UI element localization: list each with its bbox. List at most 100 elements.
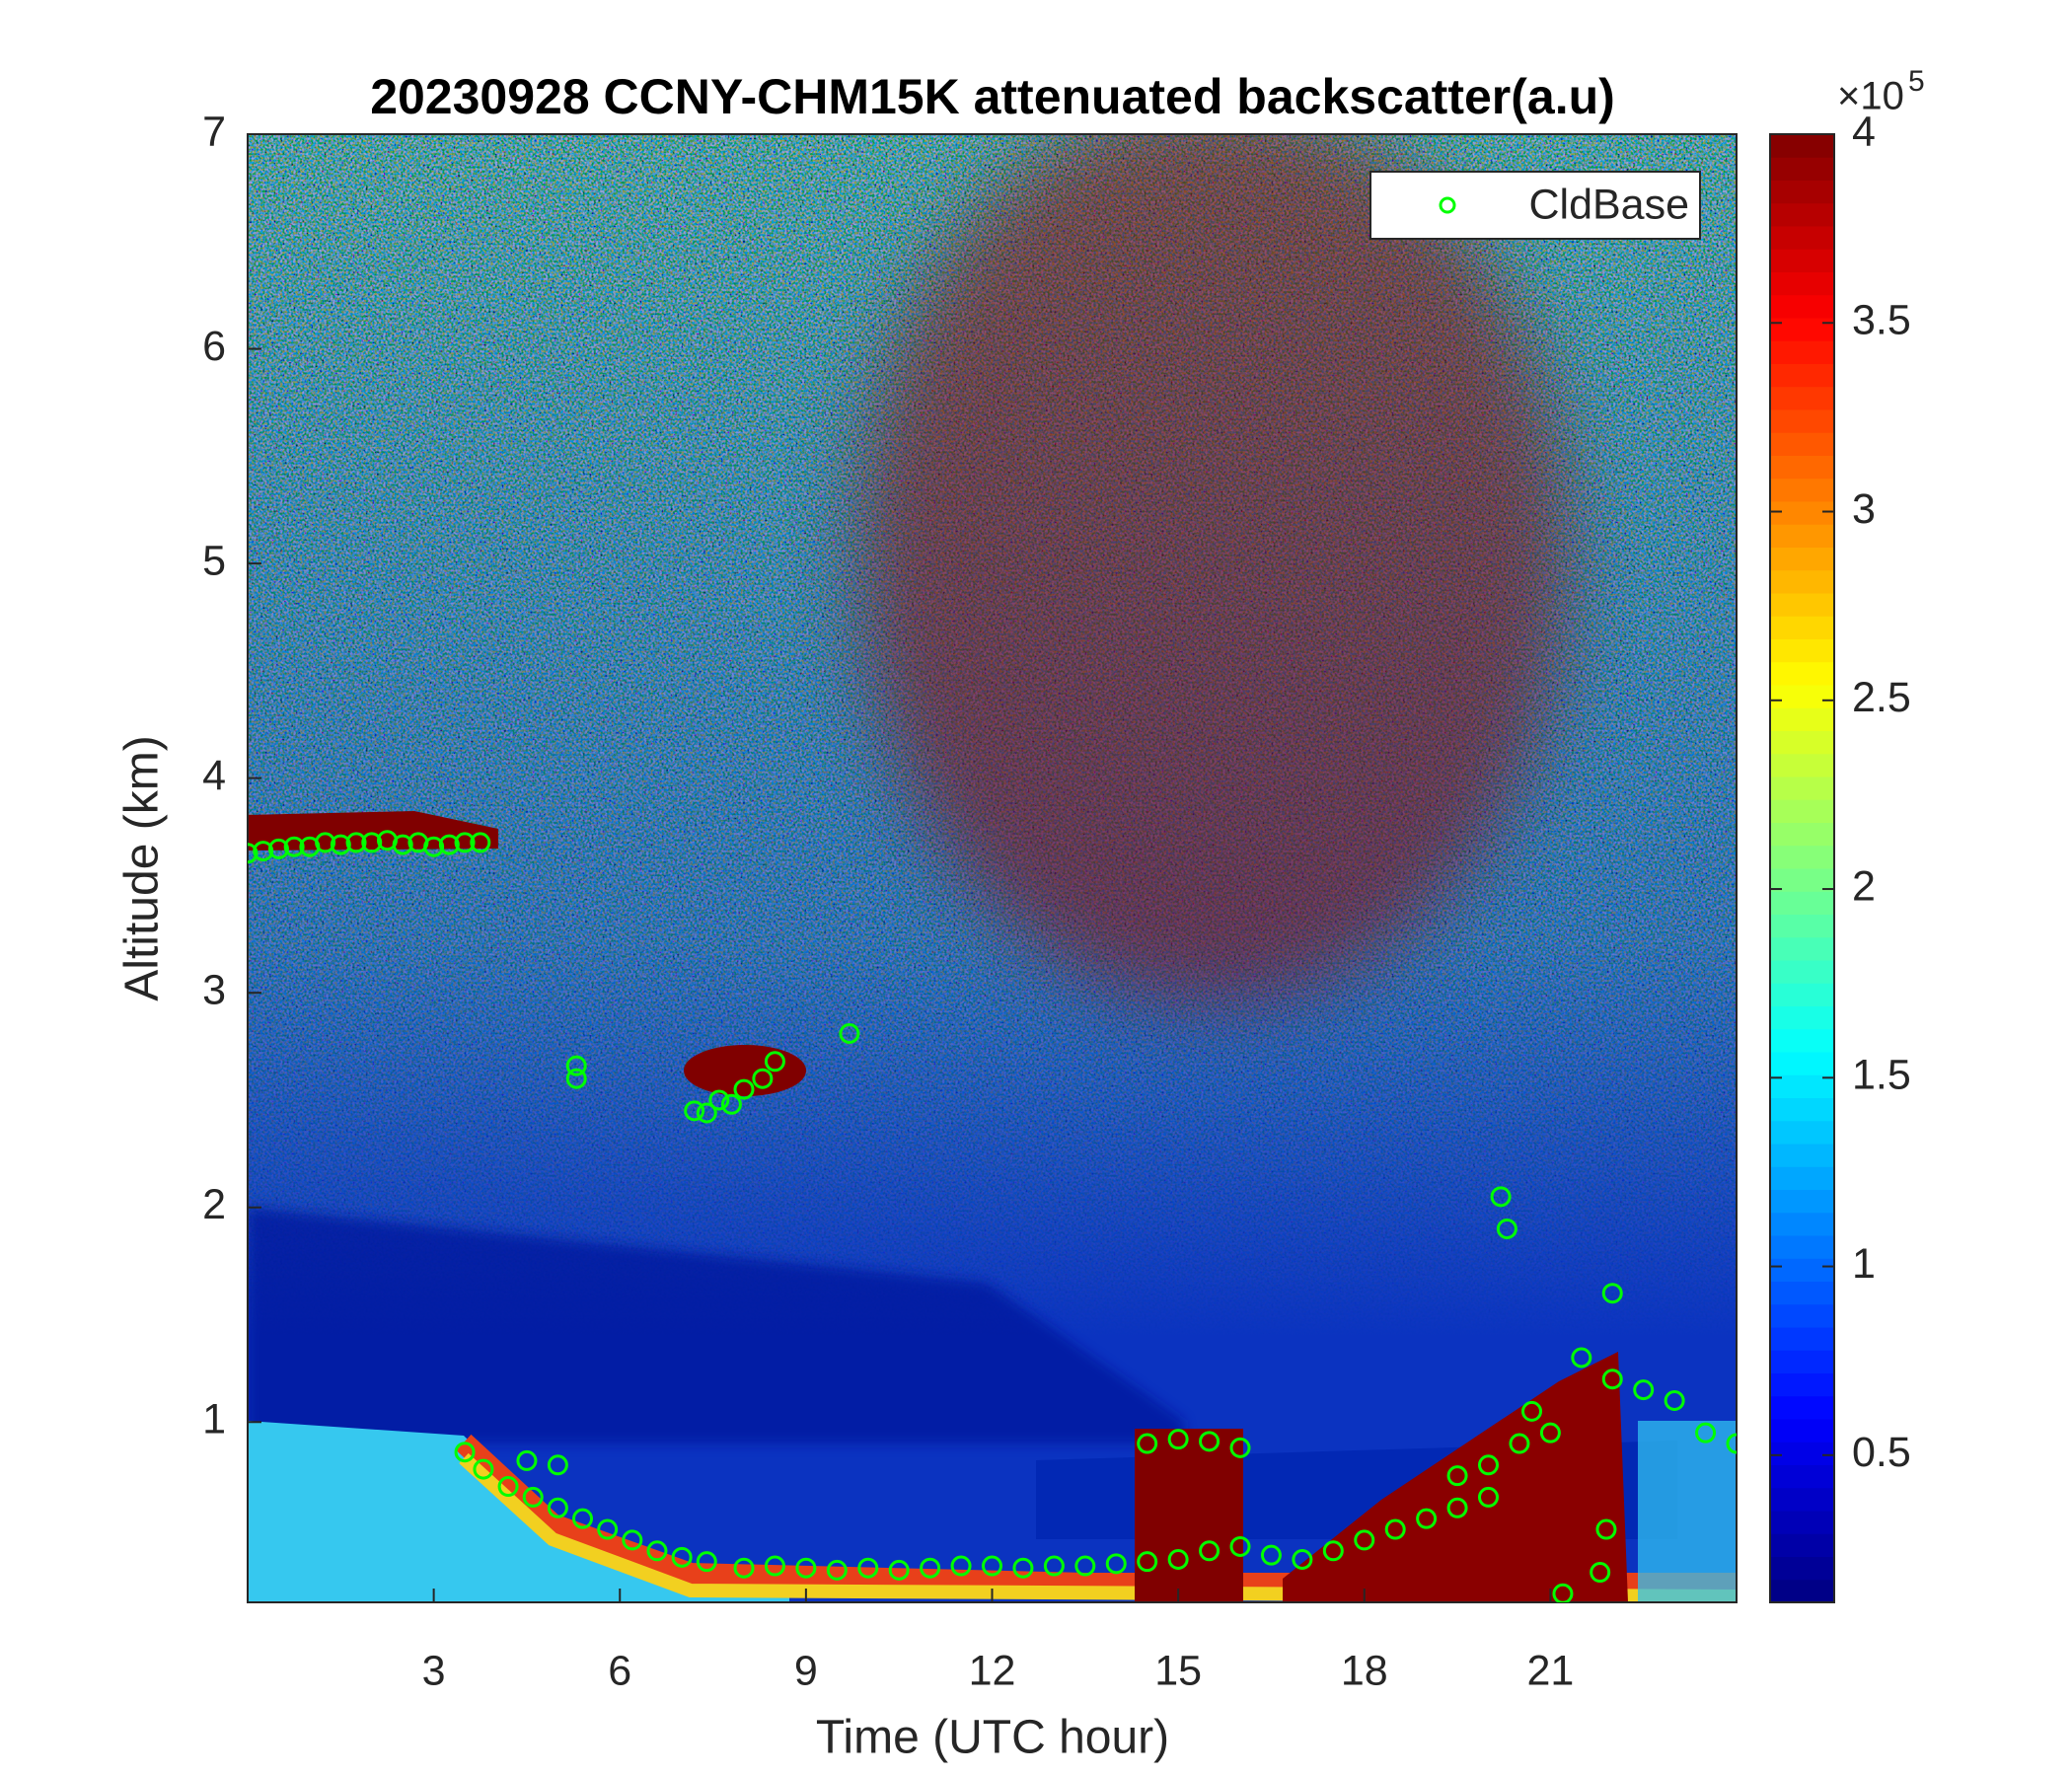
heatmap — [248, 134, 1737, 1602]
cloud-base-point — [565, 1068, 587, 1089]
colorbar-scale: ×10 — [1837, 75, 1904, 118]
colorbar-band — [1770, 180, 1834, 204]
cloud-base-point — [438, 834, 460, 855]
cloud-base-point — [1137, 1433, 1158, 1454]
colorbar-band — [1770, 753, 1834, 777]
colorbar-band — [1770, 661, 1834, 686]
y-tick-label: 7 — [202, 108, 226, 155]
colorbar-band — [1770, 822, 1834, 847]
cloud-base-point — [920, 1557, 941, 1579]
colorbar-band — [1770, 363, 1834, 388]
cloud-base-point — [470, 832, 491, 853]
cloud-base-point — [1292, 1548, 1313, 1570]
x-tick-label: 12 — [969, 1647, 1016, 1694]
cloud-base-point — [1074, 1555, 1096, 1577]
cloud-base-point — [1601, 1283, 1623, 1304]
cloud-base-point — [857, 1557, 879, 1579]
colorbar-band — [1770, 1005, 1834, 1030]
cloud-base-point — [671, 1546, 693, 1568]
colorbar-band — [1770, 249, 1834, 272]
cloud-base-point — [497, 1476, 519, 1498]
colorbar-band — [1770, 1028, 1834, 1053]
cloud-base-point — [1137, 1551, 1158, 1573]
colorbar-band — [1770, 1556, 1834, 1581]
cloud-base-point — [720, 1093, 742, 1115]
y-tick-label: 6 — [202, 323, 226, 370]
cloud-base-point — [1199, 1540, 1221, 1562]
colorbar-band — [1770, 1419, 1834, 1443]
cloud-base-point — [764, 1051, 785, 1073]
colorbar-band — [1770, 638, 1834, 663]
cloud-base-point — [1043, 1555, 1065, 1577]
x-tick-label: 21 — [1526, 1647, 1574, 1694]
cloud-base-point — [888, 1559, 910, 1581]
cloud-base-point — [696, 1551, 717, 1573]
cloud-base-point — [733, 1557, 755, 1579]
x-axis-label: Time (UTC hour) — [816, 1712, 1169, 1764]
cloud-base-point — [565, 1055, 587, 1076]
colorbar-band — [1770, 478, 1834, 502]
colorbar-band — [1770, 271, 1834, 296]
colorbar-band — [1770, 1258, 1834, 1282]
colorbar-band — [1770, 386, 1834, 410]
x-tick-label: 15 — [1154, 1647, 1202, 1694]
heatmap-cloud — [248, 811, 498, 851]
cloud-base-point — [1595, 1518, 1617, 1540]
colorbar-tick-label: 4 — [1852, 108, 1876, 155]
colorbar-band — [1770, 777, 1834, 800]
cloud-base-point — [267, 838, 289, 859]
cloud-base-point — [454, 832, 476, 853]
cloud-base-point — [1490, 1186, 1512, 1208]
y-tick-label: 5 — [202, 537, 226, 584]
colorbar-band — [1770, 960, 1834, 984]
colorbar-band — [1770, 134, 1834, 158]
cloud-base-point — [423, 836, 445, 857]
cloud-base-point — [345, 832, 367, 853]
heatmap-cloud — [684, 1045, 806, 1096]
cloud-base-point — [516, 1449, 538, 1471]
cloud-base-point — [392, 834, 413, 855]
heatmap-layer — [248, 1208, 1184, 1443]
y-tick-label: 4 — [202, 752, 226, 799]
cloud-base-point — [646, 1540, 668, 1562]
cloud-base-point — [733, 1078, 755, 1100]
cloud-base-point — [315, 832, 336, 853]
colorbar-band — [1770, 455, 1834, 480]
cloud-base-point — [248, 843, 259, 864]
colorbar-band — [1770, 1303, 1834, 1328]
cloud-base-point — [1695, 1422, 1717, 1443]
heatmap-haze — [858, 134, 1569, 1006]
colorbar-band — [1770, 685, 1834, 708]
colorbar-band — [1770, 1464, 1834, 1489]
colorbar-band — [1770, 868, 1834, 892]
cloud-base-point — [795, 1557, 817, 1579]
x-tick-label: 18 — [1341, 1647, 1388, 1694]
cloud-base-point — [684, 1100, 705, 1122]
y-axis-label: Altitude (km) — [116, 735, 169, 1000]
colorbar-scale-exponent: 5 — [1908, 65, 1925, 98]
x-tick-label: 3 — [422, 1647, 446, 1694]
cloud-base-point — [330, 834, 351, 855]
cloud-base-point — [1446, 1497, 1468, 1518]
cloud-base-point — [826, 1559, 848, 1581]
colorbar-band — [1770, 1052, 1834, 1075]
colorbar-band — [1770, 1212, 1834, 1236]
colorbar-band — [1770, 226, 1834, 250]
y-tick-label: 2 — [202, 1181, 226, 1228]
colorbar-band — [1770, 432, 1834, 456]
colorbar-band — [1770, 1533, 1834, 1557]
colorbar-band — [1770, 1487, 1834, 1512]
colorbar-band — [1770, 730, 1834, 755]
cloud-base-point — [253, 841, 274, 862]
cloud-base-point — [1552, 1583, 1574, 1602]
cloud-base-point — [1229, 1437, 1251, 1458]
x-tick-label: 6 — [608, 1647, 631, 1694]
cloud-base-point — [1539, 1422, 1561, 1443]
colorbar-band — [1770, 799, 1834, 823]
cloud-base-point — [597, 1518, 619, 1540]
colorbar-band — [1770, 1189, 1834, 1214]
cloud-base-point — [1496, 1218, 1517, 1239]
cloud-base-point — [1664, 1390, 1685, 1412]
cloud-base-point — [1446, 1465, 1468, 1487]
cloud-base-point — [547, 1497, 568, 1518]
